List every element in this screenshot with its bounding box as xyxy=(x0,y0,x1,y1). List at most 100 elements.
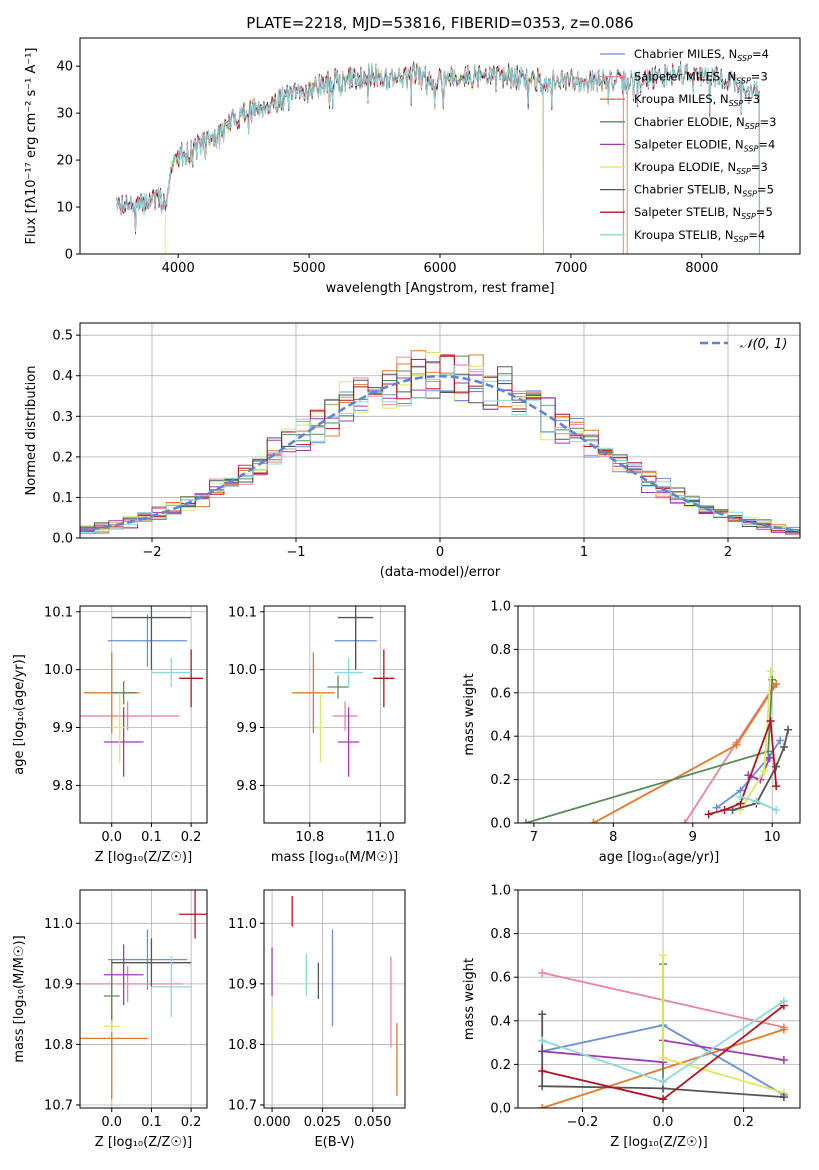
plot-area xyxy=(80,606,204,777)
y-tick-label: 0.4 xyxy=(490,1014,511,1029)
x-tick-label: 10 xyxy=(764,830,781,845)
x-tick-label: 4000 xyxy=(162,261,195,276)
y-axis-label: age [log₁₀(age/yr)] xyxy=(12,654,27,775)
y-axis-label: mass weight xyxy=(462,958,477,1040)
series-point xyxy=(765,753,774,762)
series-line xyxy=(593,683,777,823)
y-tick-label: 10.9 xyxy=(228,977,257,992)
series-point xyxy=(659,951,668,960)
chart-title: PLATE=2218, MJD=53816, FIBERID=0353, z=0… xyxy=(246,14,633,32)
legend-nssp: 3 xyxy=(753,92,760,106)
axes-frame xyxy=(263,605,406,824)
plot-area xyxy=(80,350,800,538)
y-tick-label: 0.5 xyxy=(52,329,73,344)
y-tick-label: 11.0 xyxy=(228,917,257,932)
legend-nssp-subscript: SSP xyxy=(741,212,756,221)
legend-nssp-subscript: SSP xyxy=(737,54,752,63)
y-tick-label: 10.0 xyxy=(228,663,257,678)
legend-nssp-prefix: , N xyxy=(720,70,736,84)
x-tick-label: 0.2 xyxy=(181,1115,202,1130)
y-tick-label: 20 xyxy=(56,154,73,169)
x-tick-label: 0.0 xyxy=(101,1115,122,1130)
legend-equals: = xyxy=(751,70,761,84)
axes-frame xyxy=(517,605,801,824)
x-tick-label: 5000 xyxy=(293,261,326,276)
x-tick-label: 6000 xyxy=(423,261,456,276)
y-tick-label: 0.1 xyxy=(52,491,73,506)
y-tick-label: 0.4 xyxy=(52,369,73,384)
series-line xyxy=(716,739,781,809)
x-tick-label: 0.025 xyxy=(304,1115,341,1130)
legend-model: Chabrier MILES xyxy=(634,47,721,61)
legend-entry: Kroupa STELIB, NSSP=4 xyxy=(634,228,765,244)
series-point xyxy=(538,1036,547,1045)
legend-equals: = xyxy=(743,92,753,106)
y-tick-label: 0.0 xyxy=(490,1102,511,1117)
y-tick-label: 0.0 xyxy=(490,817,511,832)
series-point xyxy=(720,805,729,814)
x-axis-label: Z [log₁₀(Z/Z☉)] xyxy=(95,1135,192,1150)
series-point xyxy=(779,997,788,1006)
series-point xyxy=(779,1025,788,1034)
x-tick-label: 0.1 xyxy=(141,1115,162,1130)
chart-mass-vs-EBV: 0.000 0.025 0.050 10.7 10.8 10.9 11.0 E(B-V) xyxy=(228,889,406,1150)
x-axis-label: wavelength [Angstrom, rest frame] xyxy=(326,281,555,296)
x-tick-label: 8 xyxy=(609,830,617,845)
y-axis-label: Flux [fλ10⁻¹⁷ erg cm⁻² s⁻¹ A⁻¹] xyxy=(24,48,39,245)
y-tick-label: 10.8 xyxy=(228,1038,257,1053)
plot-area xyxy=(521,667,793,823)
x-tick-label: 10.8 xyxy=(295,830,324,845)
x-tick-label: −0.2 xyxy=(567,1115,599,1130)
chart-massweight-vs-age: 7 8 9 10 0.0 0.2 0.4 0.6 0.8 1.0 age [log₁₀(age/yr… xyxy=(462,600,801,865)
chart-age-vs-Z: 0.0 0.1 0.2 9.8 9.9 10.0 10.1 Z [log₁₀(Z/Z☉)] ag… xyxy=(12,605,208,865)
plot-area xyxy=(271,896,398,1096)
legend-nssp-subscript: SSP xyxy=(736,77,751,86)
series-point xyxy=(538,1082,547,1091)
x-tick-label: 0.0 xyxy=(653,1115,674,1130)
y-tick-label: 9.9 xyxy=(52,721,73,736)
x-tick-label: 0.1 xyxy=(141,830,162,845)
y-axis-label: mass [log₁₀(M/M☉)] xyxy=(12,935,27,1062)
x-axis-label: mass [log₁₀(M/M☉)] xyxy=(271,850,398,865)
axes-frame xyxy=(263,889,406,1109)
series-point xyxy=(659,1077,668,1086)
series-point xyxy=(736,792,745,801)
legend-entry: Salpeter ELODIE, NSSP=4 xyxy=(634,137,775,153)
y-tick-label: 10.1 xyxy=(44,605,73,620)
x-axis-label: Z [log₁₀(Z/Z☉)] xyxy=(95,850,192,865)
y-tick-label: 0.8 xyxy=(490,643,511,658)
y-tick-label: 0 xyxy=(65,248,73,263)
series-point xyxy=(784,725,793,734)
y-tick-label: 0.0 xyxy=(52,532,73,547)
y-tick-label: 10.7 xyxy=(228,1098,257,1113)
y-tick-label: 0.3 xyxy=(52,410,73,425)
y-tick-label: 30 xyxy=(56,107,73,122)
series-point xyxy=(538,1010,547,1019)
axes-frame xyxy=(79,605,208,824)
y-tick-label: 11.0 xyxy=(44,917,73,932)
y-tick-label: 0.6 xyxy=(490,686,511,701)
legend-nssp: 3 xyxy=(769,115,776,129)
legend-nssp: 4 xyxy=(762,47,769,61)
legend-equals: = xyxy=(760,115,770,129)
plot-area xyxy=(80,890,207,1099)
chart-residuals: −2 −1 0 1 2 0.0 0.1 0.2 0.3 0.4 0.5 (data-model)/er… xyxy=(24,322,801,580)
x-tick-label: −2 xyxy=(142,545,161,560)
x-axis-label: Z [log₁₀(Z/Z☉)] xyxy=(610,1135,707,1150)
legend-equals: = xyxy=(757,183,767,197)
x-axis-label: age [log₁₀(age/yr)] xyxy=(599,850,720,865)
legend-nssp: 3 xyxy=(760,70,767,84)
x-tick-label: 9 xyxy=(689,830,697,845)
legend-nssp-prefix: , N xyxy=(726,183,742,197)
legend-nssp-subscript: SSP xyxy=(729,99,744,108)
plot-area xyxy=(538,951,788,1108)
legend-nssp-subscript: SSP xyxy=(734,235,749,244)
y-tick-label: 40 xyxy=(56,60,73,75)
y-tick-label: 9.8 xyxy=(236,779,257,794)
series-point xyxy=(659,1095,668,1104)
x-tick-label: 11.0 xyxy=(366,830,395,845)
legend-entry: Chabrier ELODIE, NSSP=3 xyxy=(634,115,776,131)
plot-area xyxy=(116,61,760,254)
series-point xyxy=(538,1104,547,1108)
